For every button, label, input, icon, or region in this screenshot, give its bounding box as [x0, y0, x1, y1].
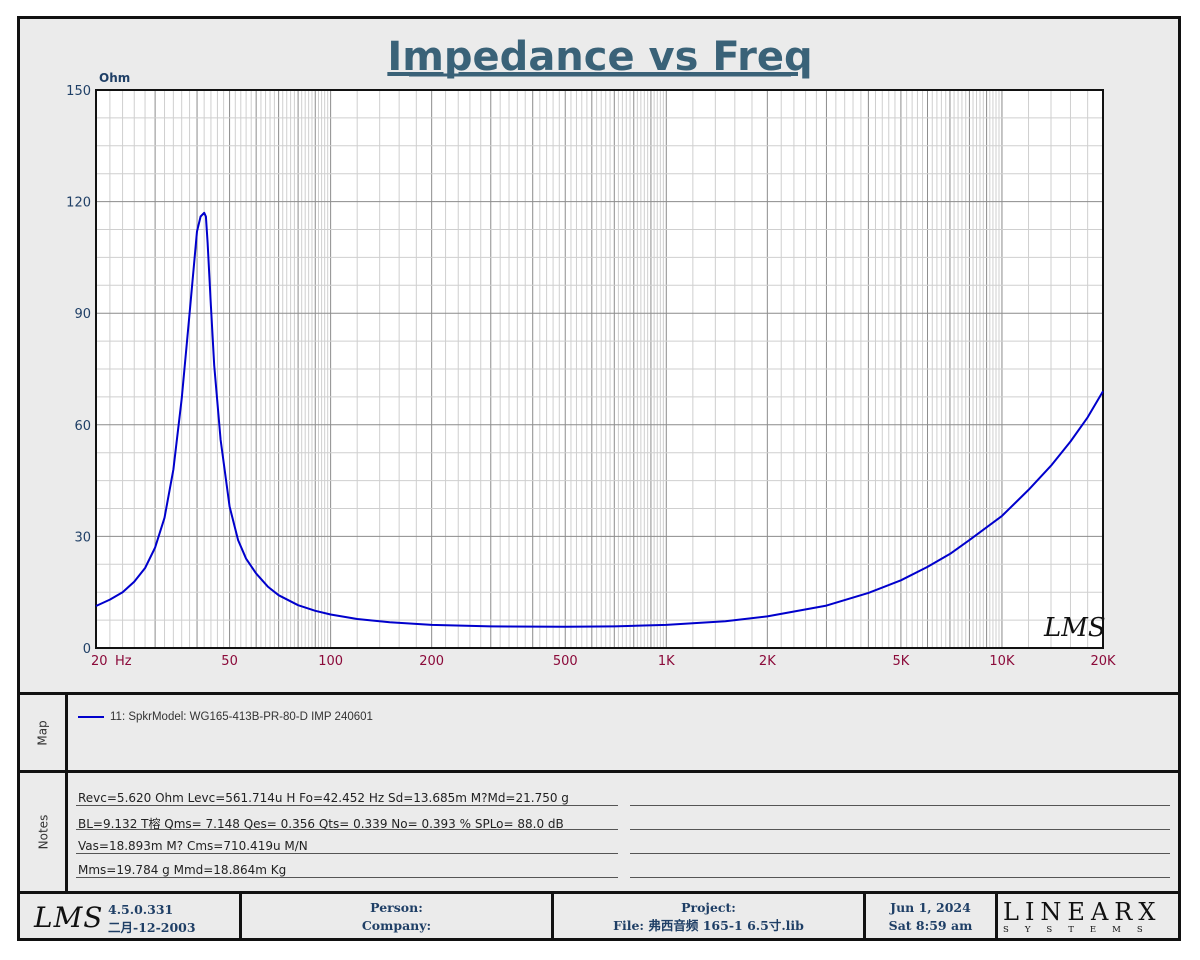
y-tick-label: 150: [66, 84, 91, 99]
lms-logo: LMS: [34, 901, 104, 934]
note-underline-left: [76, 829, 618, 830]
footer-divider: [551, 894, 554, 941]
legend-entry-label: 11: SpkrModel: WG165-413B-PR-80-D IMP 24…: [110, 711, 373, 723]
x-tick-label: 20K: [1090, 654, 1116, 669]
notes-side-label: Notes: [20, 773, 66, 891]
map-side-divider: [65, 695, 68, 770]
note-line-2: BL=9.132 T榕 Qms= 7.148 Qes= 0.356 Qts= 0…: [78, 817, 564, 831]
version-number: 4.5.0.331: [108, 902, 174, 917]
x-tick-label: 20: [91, 654, 108, 669]
version-info: 4.5.0.331 二月-12-2003: [108, 901, 196, 937]
note-underline-left: [76, 853, 618, 854]
notes-side-divider: [65, 773, 68, 891]
note-line-1: Revc=5.620 Ohm Levc=561.714u H Fo=42.452…: [78, 791, 569, 805]
y-tick-label: 120: [66, 196, 91, 211]
person-company-cell: Person: Company:: [242, 896, 551, 938]
plot-border: [95, 89, 1104, 649]
x-tick-label: 5K: [893, 654, 910, 669]
chart-title: Impedance vs Freq: [387, 34, 812, 80]
note-underline-left: [76, 805, 618, 806]
linearx-logo: LINEARX SYSTEMS: [1003, 900, 1175, 936]
y-tick-label: 90: [74, 307, 91, 322]
y-tick-label: 30: [74, 530, 91, 545]
map-label-text: Map: [35, 719, 50, 746]
company-label: Company:: [361, 918, 432, 933]
note-underline-right: [630, 805, 1170, 806]
linearx-sub: SYSTEMS: [1003, 925, 1159, 935]
y-axis-label: Ohm: [99, 71, 130, 85]
project-cell: Project: File: 弗西音频 165-1 6.5寸.lib: [554, 896, 863, 938]
x-tick-label: 200: [419, 654, 444, 669]
notes-label-text: Notes: [35, 814, 50, 850]
divider-plot-map: [17, 692, 1181, 695]
linearx-brand: LINEARX: [1003, 898, 1162, 926]
legend-line-swatch: [78, 716, 104, 718]
note-underline-right: [630, 877, 1170, 878]
footer-divider: [863, 894, 866, 941]
impedance-curve: [95, 211, 1104, 628]
note-underline-right: [630, 829, 1170, 830]
build-date: 二月-12-2003: [108, 920, 196, 935]
map-side-label: Map: [20, 695, 66, 770]
x-tick-label: 1K: [658, 654, 675, 669]
y-tick-label: 60: [74, 419, 91, 434]
x-tick-label: 100: [318, 654, 343, 669]
footer-divider: [239, 894, 242, 941]
map-legend-entry[interactable]: 11: SpkrModel: WG165-413B-PR-80-D IMP 24…: [78, 711, 373, 723]
footer-divider: [995, 894, 998, 941]
datetime-cell: Jun 1, 2024 Sat 8:59 am: [866, 896, 995, 938]
x-tick-label: 2K: [759, 654, 776, 669]
date-text: Jun 1, 2024: [890, 900, 971, 915]
y-tick-label: 0: [83, 642, 91, 657]
note-line-3: Vas=18.893m M? Cms=710.419u M/N: [78, 839, 308, 853]
x-tick-label: 10K: [989, 654, 1015, 669]
note-underline-left: [76, 877, 618, 878]
x-tick-label: 50: [221, 654, 238, 669]
x-tick-label: 500: [553, 654, 578, 669]
file-name: File: 弗西音频 165-1 6.5寸.lib: [613, 918, 804, 933]
divider-map-notes: [17, 770, 1181, 773]
project-label: Project:: [681, 900, 736, 915]
divider-notes-footer: [17, 891, 1181, 894]
time-text: Sat 8:59 am: [888, 918, 973, 933]
lms-watermark: LMS: [1043, 613, 1106, 643]
person-label: Person:: [370, 900, 423, 915]
note-underline-right: [630, 853, 1170, 854]
note-line-4: Mms=19.784 g Mmd=18.864m Kg: [78, 863, 287, 877]
x-unit-label: Hz: [115, 654, 132, 669]
